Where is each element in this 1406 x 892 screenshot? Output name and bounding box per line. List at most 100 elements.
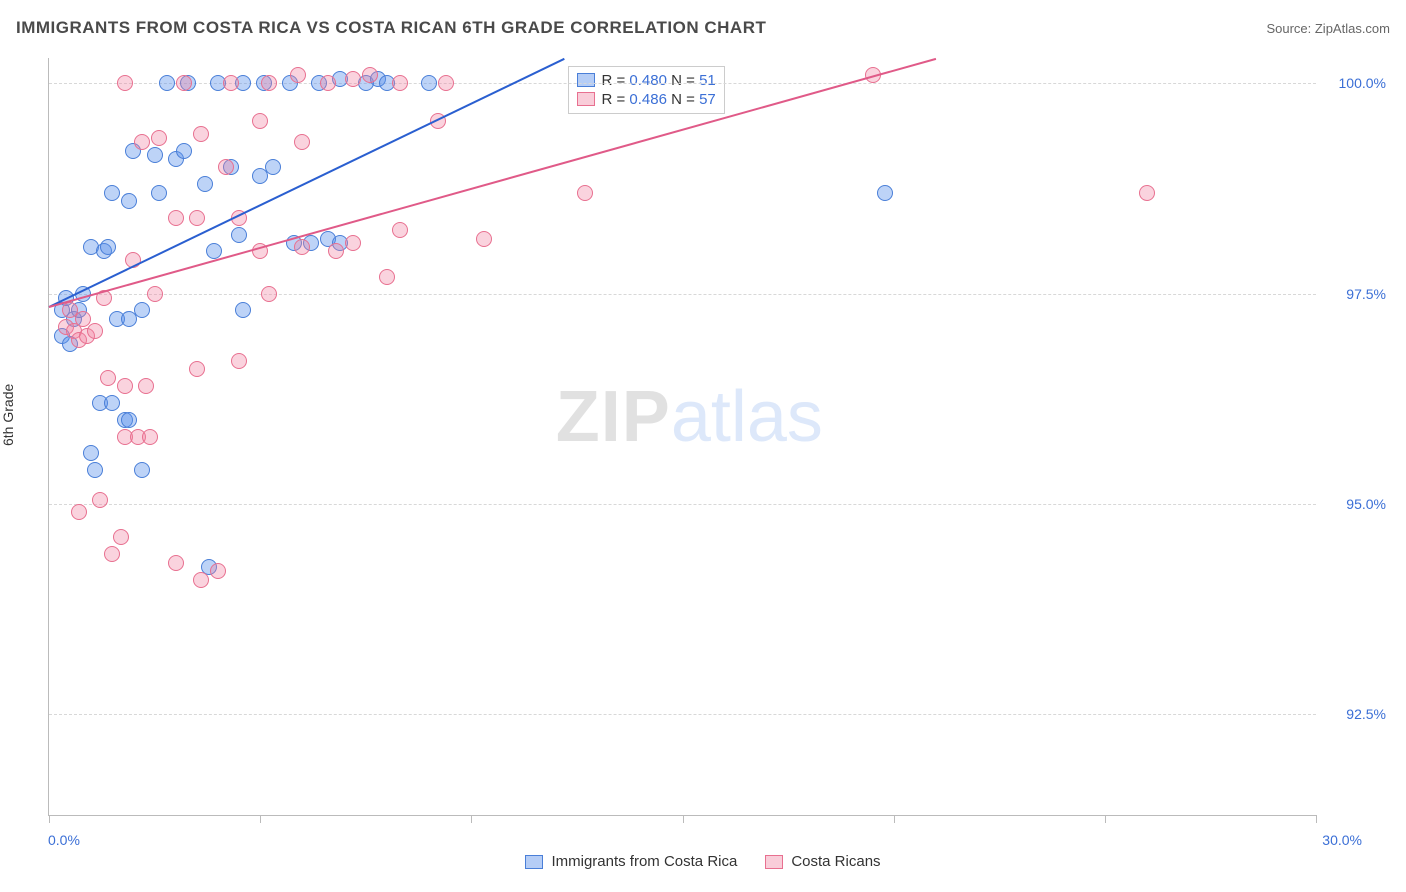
y-tick-label: 100.0% <box>1326 75 1386 91</box>
source-label: Source: ZipAtlas.com <box>1266 21 1390 36</box>
x-max-label: 30.0% <box>1322 832 1362 848</box>
y-tick-label: 97.5% <box>1326 286 1386 302</box>
data-point <box>290 67 306 83</box>
legend-item: Costa Ricans <box>765 853 880 870</box>
data-point <box>87 462 103 478</box>
data-point <box>261 75 277 91</box>
data-point <box>235 302 251 318</box>
data-point <box>134 134 150 150</box>
y-tick-label: 92.5% <box>1326 706 1386 722</box>
data-point <box>392 222 408 238</box>
data-point <box>147 147 163 163</box>
data-point <box>147 286 163 302</box>
data-point <box>392 75 408 91</box>
data-point <box>1139 185 1155 201</box>
data-point <box>294 239 310 255</box>
data-point <box>151 185 167 201</box>
data-point <box>438 75 454 91</box>
data-point <box>210 563 226 579</box>
y-tick-label: 95.0% <box>1326 496 1386 512</box>
data-point <box>294 134 310 150</box>
legend-row: R = 0.480 N = 51 <box>577 71 715 90</box>
x-tick <box>1105 815 1106 823</box>
data-point <box>197 176 213 192</box>
data-point <box>189 210 205 226</box>
legend-swatch <box>765 855 783 869</box>
data-point <box>113 529 129 545</box>
data-point <box>121 193 137 209</box>
series-legend: Immigrants from Costa Rica Costa Ricans <box>0 853 1406 870</box>
data-point <box>159 75 175 91</box>
data-point <box>362 67 378 83</box>
y-axis-label: 6th Grade <box>0 384 16 446</box>
data-point <box>117 378 133 394</box>
data-point <box>134 462 150 478</box>
data-point <box>83 445 99 461</box>
gridline <box>49 294 1316 295</box>
data-point <box>100 370 116 386</box>
chart-title: IMMIGRANTS FROM COSTA RICA VS COSTA RICA… <box>16 18 766 38</box>
data-point <box>100 239 116 255</box>
data-point <box>476 231 492 247</box>
x-min-label: 0.0% <box>48 832 80 848</box>
data-point <box>193 572 209 588</box>
data-point <box>87 323 103 339</box>
data-point <box>104 546 120 562</box>
x-tick <box>894 815 895 823</box>
data-point <box>71 504 87 520</box>
x-tick <box>49 815 50 823</box>
data-point <box>176 75 192 91</box>
data-point <box>577 185 593 201</box>
legend-text: R = 0.486 N = 57 <box>601 91 715 108</box>
data-point <box>104 185 120 201</box>
data-point <box>75 311 91 327</box>
legend-swatch <box>577 73 595 87</box>
data-point <box>379 269 395 285</box>
data-point <box>252 113 268 129</box>
data-point <box>231 353 247 369</box>
data-point <box>151 130 167 146</box>
legend-swatch <box>525 855 543 869</box>
data-point <box>265 159 281 175</box>
data-point <box>92 492 108 508</box>
x-tick <box>1316 815 1317 823</box>
legend-label: Costa Ricans <box>791 853 880 870</box>
data-point <box>189 361 205 377</box>
x-tick <box>683 815 684 823</box>
data-point <box>168 210 184 226</box>
data-point <box>176 143 192 159</box>
data-point <box>345 71 361 87</box>
correlation-legend: R = 0.480 N = 51 R = 0.486 N = 57 <box>568 66 724 114</box>
data-point <box>168 555 184 571</box>
legend-swatch <box>577 92 595 106</box>
legend-item: Immigrants from Costa Rica <box>525 853 737 870</box>
data-point <box>877 185 893 201</box>
data-point <box>328 243 344 259</box>
plot-area: ZIPatlas R = 0.480 N = 51 R = 0.486 N = 5… <box>48 58 1316 816</box>
gridline <box>49 504 1316 505</box>
legend-label: Immigrants from Costa Rica <box>551 853 737 870</box>
data-point <box>218 159 234 175</box>
x-tick <box>260 815 261 823</box>
header-row: IMMIGRANTS FROM COSTA RICA VS COSTA RICA… <box>16 18 1390 38</box>
legend-row: R = 0.486 N = 57 <box>577 90 715 109</box>
data-point <box>121 412 137 428</box>
data-point <box>193 126 209 142</box>
data-point <box>261 286 277 302</box>
data-point <box>138 378 154 394</box>
data-point <box>345 235 361 251</box>
trend-line <box>49 58 936 308</box>
plot-canvas: ZIPatlas R = 0.480 N = 51 R = 0.486 N = 5… <box>48 58 1316 816</box>
gridline <box>49 714 1316 715</box>
data-point <box>134 302 150 318</box>
data-point <box>421 75 437 91</box>
data-point <box>142 429 158 445</box>
data-point <box>231 227 247 243</box>
data-point <box>223 75 239 91</box>
data-point <box>117 75 133 91</box>
legend-text: R = 0.480 N = 51 <box>601 72 715 89</box>
data-point <box>320 75 336 91</box>
watermark: ZIPatlas <box>556 376 823 458</box>
data-point <box>104 395 120 411</box>
x-tick <box>471 815 472 823</box>
